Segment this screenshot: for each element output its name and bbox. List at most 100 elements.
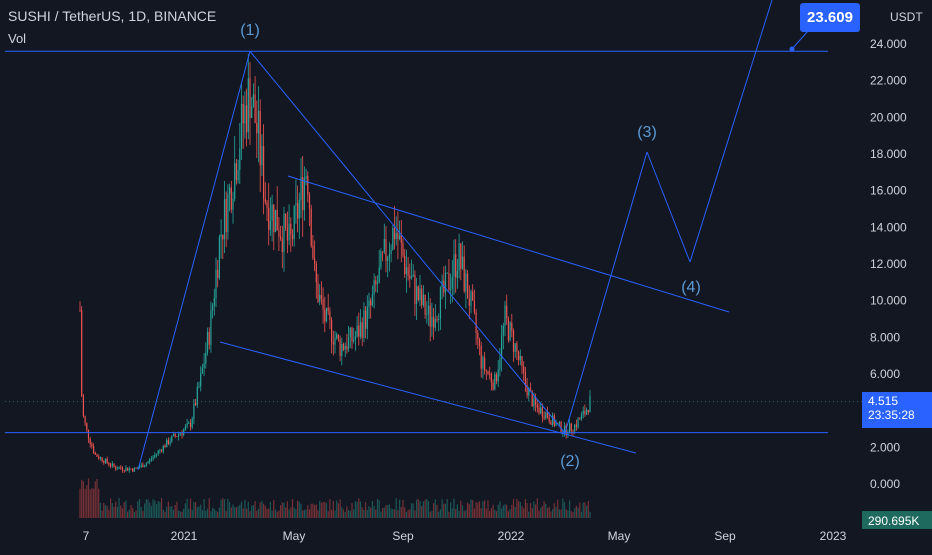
volume-bar <box>240 501 243 518</box>
candle-body <box>450 288 452 290</box>
volume-bar <box>215 510 217 518</box>
volume-bar <box>257 508 260 518</box>
candle-body <box>150 458 152 460</box>
candle-body <box>535 397 537 406</box>
candle-body <box>570 423 572 431</box>
wave-label: (1) <box>240 22 260 39</box>
volume-bar <box>201 510 203 518</box>
candle-body <box>242 103 244 124</box>
volume-bar <box>132 507 134 518</box>
volume-bar <box>229 502 231 518</box>
volume-bar <box>276 511 278 518</box>
volume-bar <box>410 503 413 518</box>
volume-bar <box>120 505 122 518</box>
candle-body <box>142 464 144 468</box>
volume-bar <box>400 507 402 518</box>
candle-body <box>201 367 203 374</box>
candle-body <box>135 467 137 469</box>
volume-bar <box>152 499 154 518</box>
volume-bar <box>263 503 265 518</box>
volume-bar <box>336 500 338 518</box>
candle-body <box>399 235 401 239</box>
symbol-title[interactable]: SUSHI / TetherUS, 1D, BINANCE <box>8 8 217 24</box>
candle-body <box>485 370 487 372</box>
volume-bar <box>155 504 158 518</box>
volume-bar <box>552 509 554 518</box>
volume-bar <box>164 511 166 518</box>
volume-bar <box>538 510 540 518</box>
candle-body <box>249 78 251 119</box>
volume-bar <box>96 479 98 518</box>
candle-body <box>410 276 413 279</box>
candle-body <box>427 305 430 314</box>
candle-body <box>222 234 224 240</box>
candle-body <box>378 267 380 283</box>
candle-body <box>271 204 273 221</box>
volume-bar <box>99 502 101 518</box>
volume-bar <box>567 510 569 518</box>
volume-bar <box>149 502 151 518</box>
volume-bar <box>169 506 171 518</box>
candle-body <box>314 258 316 264</box>
candle-body <box>98 456 100 459</box>
candle-body <box>145 463 147 466</box>
volume-bar <box>433 503 435 518</box>
volume-bar <box>285 507 287 518</box>
wave-2-down-line <box>249 50 566 434</box>
candle-body <box>487 370 489 374</box>
volume-bar <box>565 509 567 518</box>
candle-body <box>166 439 168 448</box>
volume-bar <box>519 501 521 518</box>
volume-bar <box>492 504 494 518</box>
candle-body <box>363 310 365 338</box>
candle-body <box>305 175 307 179</box>
candle-body <box>528 388 530 396</box>
price-tick-label: 18.000 <box>870 147 907 161</box>
volume-bar <box>382 507 384 518</box>
volume-bar <box>470 499 472 518</box>
candle-body <box>414 274 416 304</box>
candle-body <box>422 294 424 306</box>
volume-bar <box>582 502 584 518</box>
candle-body <box>297 202 299 219</box>
volume-bar <box>348 509 350 518</box>
candle-body <box>87 429 90 439</box>
volume-bar <box>142 511 144 518</box>
candle-body <box>397 232 399 239</box>
volume-bar <box>171 506 173 518</box>
volume-indicator-label[interactable]: Vol <box>8 31 27 46</box>
candle-body <box>266 202 268 208</box>
volume-bar <box>356 501 358 518</box>
candle-body <box>495 374 498 382</box>
candle-body <box>473 300 475 313</box>
volume-bar <box>244 499 246 518</box>
volume-bar <box>183 508 185 518</box>
candle-body <box>113 463 115 467</box>
candle-body <box>171 435 173 442</box>
candle-body <box>319 295 321 303</box>
candle-body <box>252 94 254 107</box>
candle-body <box>300 177 302 200</box>
candle-body <box>324 309 326 322</box>
candle-body <box>127 467 129 471</box>
candle-body <box>348 337 350 350</box>
candle-body <box>468 298 470 306</box>
candle-body <box>526 384 528 396</box>
candle-body <box>569 423 571 434</box>
volume-bar <box>220 499 222 518</box>
candle-body <box>261 146 263 166</box>
volume-bar <box>81 479 83 518</box>
candle-body <box>482 357 484 369</box>
candle-body <box>101 457 103 462</box>
candle-body <box>533 397 535 407</box>
volume-bar <box>198 506 200 518</box>
candle-body <box>147 461 149 464</box>
candle-body <box>212 305 214 311</box>
volume-bar <box>467 502 469 518</box>
projection-segment <box>564 151 648 434</box>
volume-bar <box>242 508 244 518</box>
volume-bar <box>455 508 457 518</box>
volume-bar <box>212 507 214 518</box>
